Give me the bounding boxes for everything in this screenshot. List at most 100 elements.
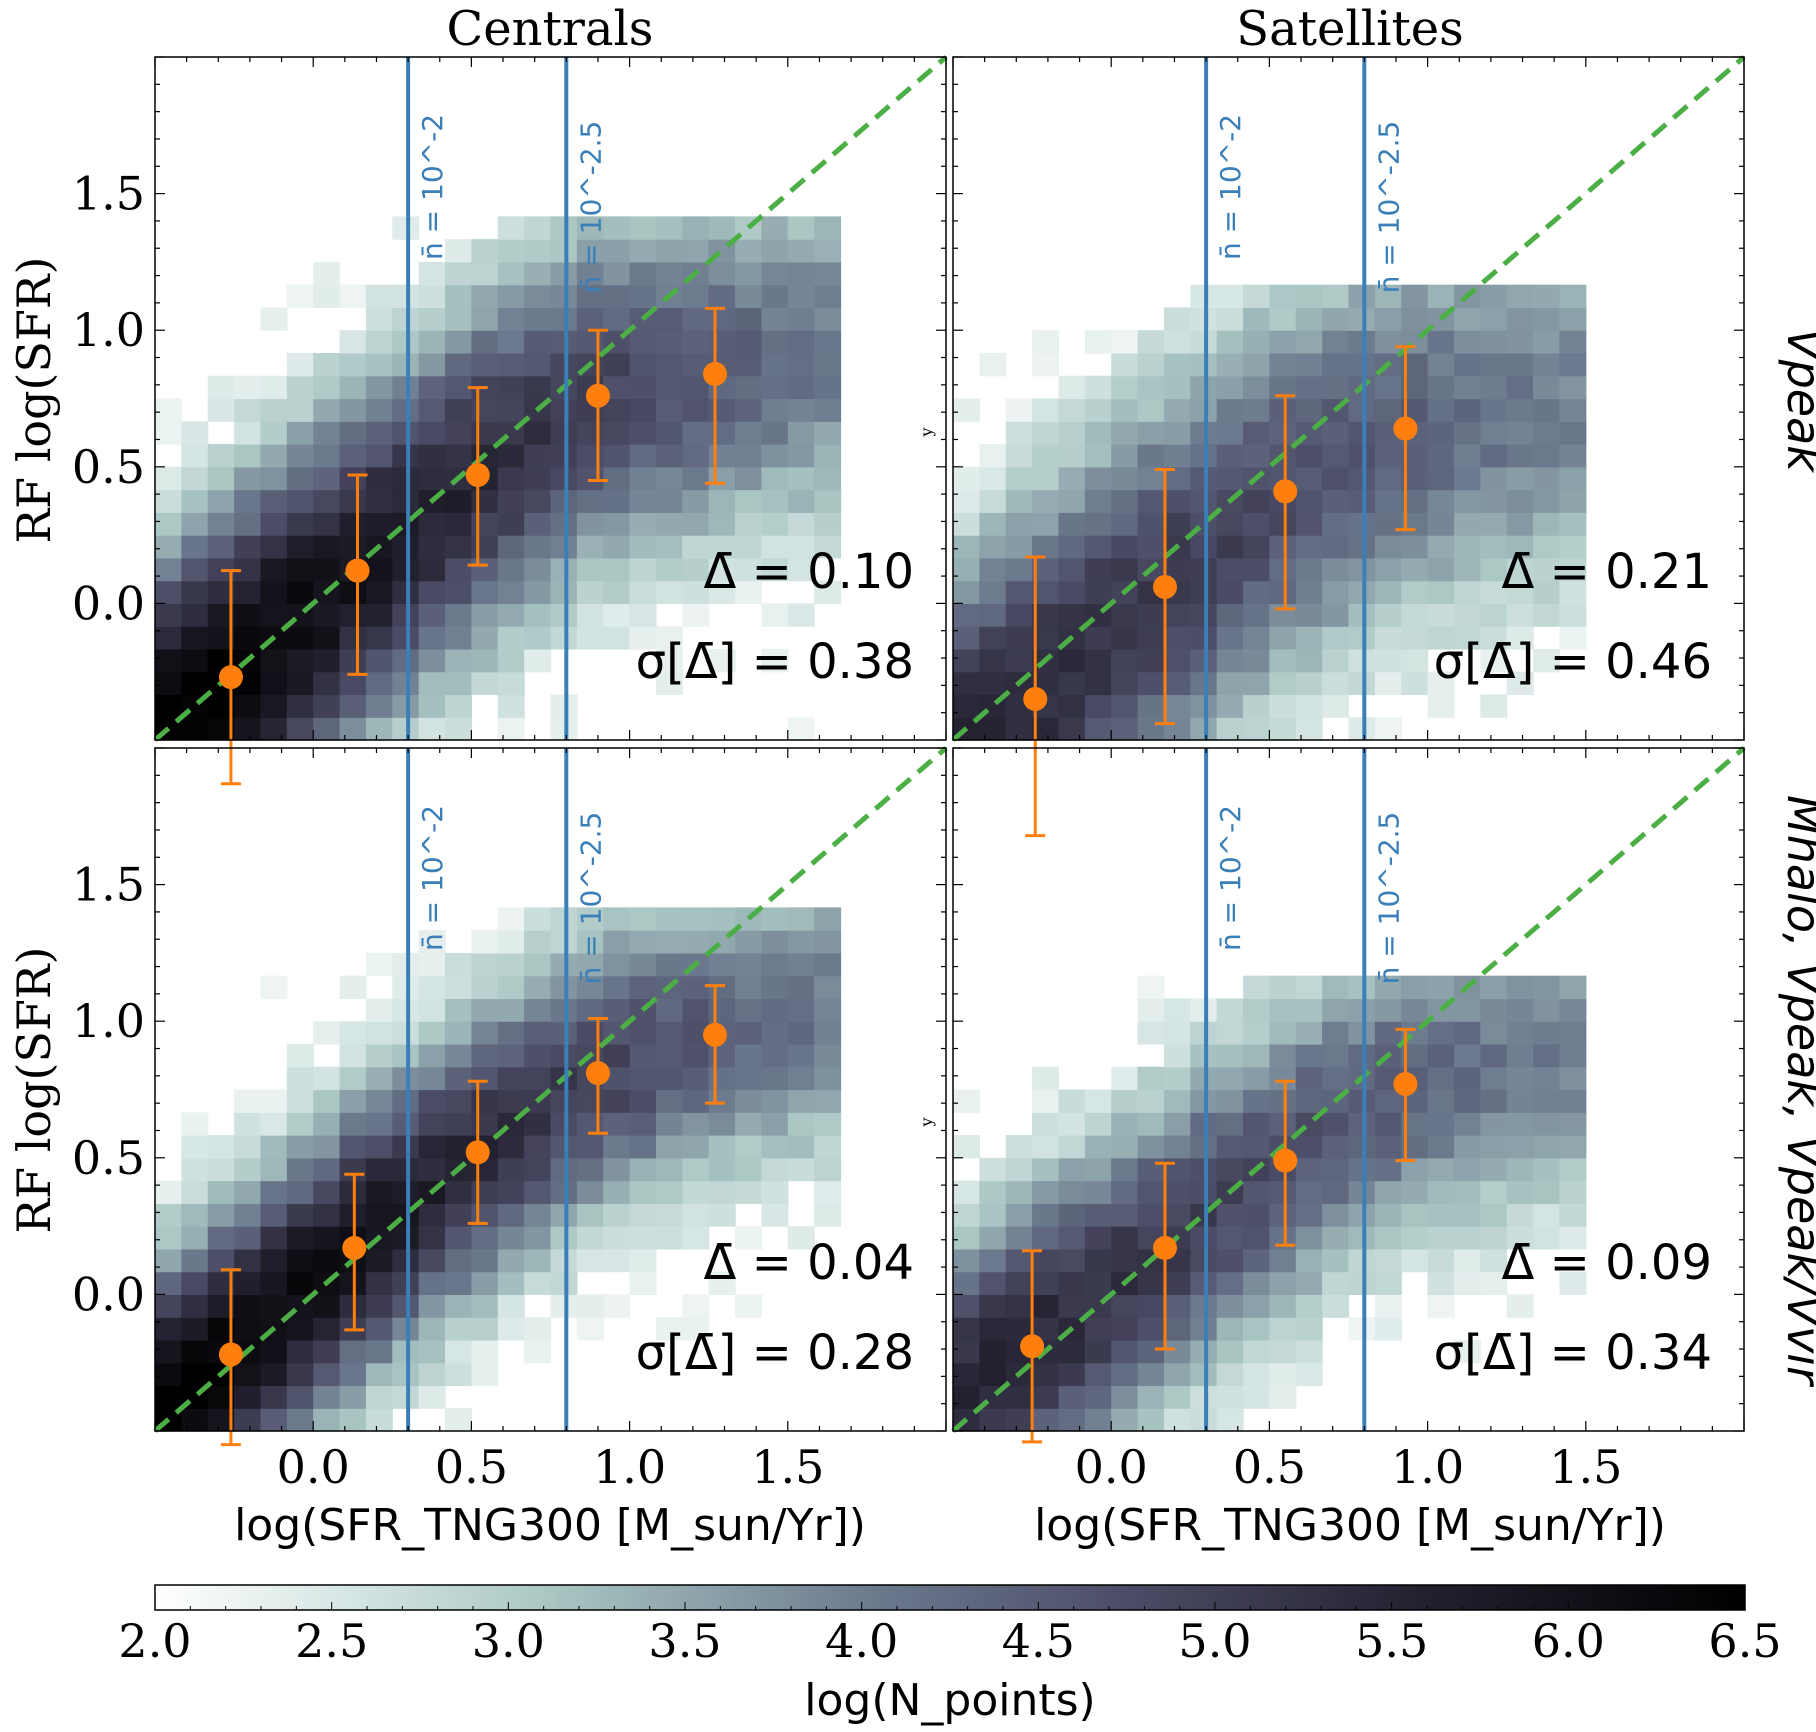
heatmap-cell	[365, 466, 393, 491]
heatmap-cell	[1533, 1089, 1561, 1113]
heatmap-cell	[365, 1385, 393, 1409]
heatmap-cell	[1348, 975, 1376, 1000]
heatmap-cell	[1295, 1203, 1323, 1227]
heatmap-cell	[313, 717, 341, 741]
heatmap-cell	[550, 512, 578, 536]
heatmap-cell	[953, 557, 980, 582]
heatmap-cell	[365, 1271, 393, 1295]
heatmap-cell	[1374, 1157, 1402, 1182]
heatmap-cell	[576, 975, 604, 1000]
heatmap-cell	[1190, 535, 1218, 559]
heatmap-cell	[207, 603, 235, 627]
heatmap-cell	[682, 1180, 710, 1204]
heatmap-cell	[1374, 375, 1402, 400]
heatmap-cell	[1295, 1362, 1323, 1387]
heatmap-cell	[682, 1066, 710, 1091]
heatmap-cell	[471, 330, 499, 354]
heatmap-cell	[1295, 694, 1323, 718]
heatmap-cell	[629, 1135, 657, 1159]
heatmap-cell	[1533, 421, 1561, 445]
heatmap-cell	[550, 307, 578, 331]
heatmap-cell	[497, 330, 525, 354]
colorbar: 2.0 2.5 3.0 3.5 4.0 4.5 5.0 5.5 6.0 6.5	[118, 1584, 1782, 1668]
heatmap-cell	[979, 1294, 1007, 1318]
heatmap-cell	[1322, 648, 1350, 673]
heatmap-cell	[708, 421, 736, 445]
heatmap-cell	[1084, 512, 1112, 536]
heatmap-cell	[418, 375, 446, 400]
heatmap-cell	[445, 261, 472, 286]
heatmap-cell	[392, 352, 420, 377]
heatmap-cell	[1269, 330, 1297, 354]
heatmap-cell	[1243, 421, 1270, 445]
heatmap-cell	[181, 1180, 209, 1204]
heatmap-cell	[471, 952, 499, 977]
heatmap-cell	[576, 284, 604, 309]
heatmap-cell	[1453, 1043, 1481, 1068]
heatmap-cell	[234, 421, 262, 445]
heatmap-cell	[418, 603, 446, 627]
heatmap-cell	[1559, 975, 1587, 1000]
heatmap-cell	[365, 284, 393, 309]
heatmap-cell	[1058, 535, 1086, 559]
heatmap-cell	[814, 284, 842, 309]
heatmap-cell	[814, 975, 842, 1000]
heatmap-cell	[1427, 512, 1455, 536]
heatmap-cell	[339, 352, 367, 377]
heatmap-cell	[1190, 1226, 1218, 1250]
heatmap-cell	[1111, 512, 1139, 536]
heatmap-cell	[1401, 352, 1429, 377]
heatmap-cell	[1190, 1339, 1218, 1364]
heatmap-cell	[682, 375, 710, 400]
heatmap-cell	[1005, 1385, 1033, 1409]
heatmap-cell	[1269, 307, 1297, 331]
heatmap-cell	[1111, 352, 1139, 377]
heatmap-cell	[207, 535, 235, 559]
heatmap-cell	[260, 648, 288, 673]
heatmap-cell	[418, 1385, 446, 1409]
heatmap-cell	[629, 952, 657, 977]
heatmap-cell	[1163, 330, 1191, 354]
heatmap-cell	[1322, 1180, 1350, 1204]
heatmap-cell	[313, 694, 341, 718]
heatmap-cell	[682, 1043, 710, 1068]
heatmap-cell	[471, 1180, 499, 1204]
heatmap-cell	[708, 1135, 736, 1159]
heatmap-cell	[550, 239, 578, 263]
heatmap-cell	[1374, 626, 1402, 650]
heatmap-cell	[979, 512, 1007, 536]
heatmap-cell	[155, 1180, 182, 1204]
heatmap-cell	[814, 398, 842, 422]
heatmap-cell	[1427, 580, 1455, 604]
y-axis-small-label-top: y	[917, 427, 936, 437]
heatmap-cell	[1453, 1021, 1481, 1045]
heatmap-cell	[1032, 1271, 1060, 1295]
heatmap-cell	[1243, 671, 1270, 696]
heatmap-cell	[1506, 1112, 1534, 1136]
heatmap-cell	[1005, 1248, 1033, 1273]
heatmap-cell	[1401, 580, 1429, 604]
heatmap-cell	[524, 1226, 552, 1250]
heatmap-cell	[814, 444, 842, 468]
heatmap-cell	[181, 1226, 209, 1250]
heatmap-cell	[445, 535, 472, 559]
heatmap-cell	[524, 1043, 552, 1068]
heatmap-cell	[708, 1180, 736, 1204]
heatmap-cell	[1269, 1271, 1297, 1295]
heatmap-cell	[761, 975, 789, 1000]
heatmap-cell	[550, 1089, 578, 1113]
heatmap-cell	[655, 1157, 683, 1182]
heatmap-cell	[550, 1226, 578, 1250]
heatmap-cell	[1190, 1317, 1218, 1341]
median-point	[218, 665, 243, 690]
heatmap-cell	[1480, 535, 1508, 559]
heatmap-cell	[181, 1135, 209, 1159]
heatmap-cell	[1374, 489, 1402, 513]
heatmap-cell	[471, 998, 499, 1022]
heatmap-cell	[339, 603, 367, 627]
heatmap-cell	[1032, 626, 1060, 650]
heatmap-cell	[979, 466, 1007, 491]
heatmap-cell	[1005, 535, 1033, 559]
heatmap-cell	[682, 1021, 710, 1045]
heatmap-cell	[313, 375, 341, 400]
